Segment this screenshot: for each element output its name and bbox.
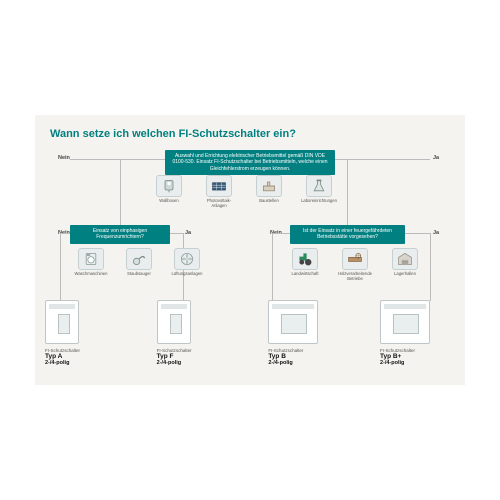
category-label: Lagerhallen	[394, 272, 416, 277]
connector	[272, 233, 273, 301]
connector	[70, 159, 165, 160]
category-label: Wallboxen	[159, 199, 178, 204]
vacuum-icon	[126, 248, 152, 270]
category-item: Wallboxen	[150, 175, 188, 208]
category-label: Staubsauger	[127, 272, 151, 277]
rccb-graphic	[157, 300, 191, 344]
leaf-poles: 2-/4-polig	[380, 360, 404, 366]
washer-icon	[78, 248, 104, 270]
decision-right: Ist der Einsatz in einer feuergefährdete…	[290, 225, 405, 244]
decision-root: Auswahl und Errichtung elektrischer Betr…	[165, 150, 335, 175]
wallbox-icon	[156, 175, 182, 197]
leaf-poles: 2-/4-polig	[157, 360, 181, 366]
category-label: Laboreinrichtungen	[301, 199, 337, 204]
edge-label: Nein	[58, 155, 70, 161]
warehouse-icon	[392, 248, 418, 270]
category-item: Lagerhallen	[386, 248, 424, 281]
tractor-icon	[292, 248, 318, 270]
icon-row-root: Wallboxen Photovoltaik-Anlagen Baustellen L…	[150, 175, 338, 208]
leaf-poles: 2-/4-polig	[45, 360, 69, 366]
decision-left: Einsatz von einphasigen Frequenzumrichte…	[70, 225, 170, 244]
category-item: Waschmaschinen	[72, 248, 110, 277]
leaf-type: Typ A	[45, 353, 62, 360]
icon-row-left: Waschmaschinen Staubsauger Lüftungsanlagen	[72, 248, 206, 277]
category-item: Holzverarbeitende Betriebe	[336, 248, 374, 281]
edge-label: Ja	[433, 230, 439, 236]
category-item: Landwirtschaft	[286, 248, 324, 281]
edge-label: Ja	[185, 230, 191, 236]
category-item: Lüftungsanlagen	[168, 248, 206, 277]
leaf-item: FI-SchutzschalterTyp A2-/4-polig	[45, 300, 120, 366]
connector	[272, 233, 290, 234]
leaf-item: FI-SchutzschalterTyp F2-/4-polig	[157, 300, 232, 366]
category-label: Landwirtschaft	[292, 272, 319, 277]
leaf-type: Typ B+	[380, 353, 401, 360]
leaf-item: FI-SchutzschalterTyp B+2-/4-polig	[380, 300, 455, 366]
connector	[347, 159, 348, 225]
fan-icon	[174, 248, 200, 270]
connector	[405, 233, 430, 234]
connector	[120, 159, 121, 225]
rccb-graphic	[380, 300, 430, 344]
edge-label: Ja	[433, 155, 439, 161]
leaf-item: FI-SchutzschalterTyp B2-/4-polig	[268, 300, 343, 366]
leaf-type: Typ B	[268, 353, 286, 360]
connector	[60, 233, 70, 234]
rccb-graphic	[45, 300, 79, 344]
construction-icon	[256, 175, 282, 197]
leaf-type: Typ F	[157, 353, 174, 360]
connector	[60, 233, 61, 301]
rccb-graphic	[268, 300, 318, 344]
category-item: Photovoltaik-Anlagen	[200, 175, 238, 208]
leaf-row: FI-SchutzschalterTyp A2-/4-polig FI-Schut…	[45, 300, 455, 366]
leaf-poles: 2-/4-polig	[268, 360, 292, 366]
category-label: Baustellen	[259, 199, 279, 204]
category-label: Photovoltaik-Anlagen	[200, 199, 238, 208]
connector	[335, 159, 430, 160]
connector	[430, 233, 431, 301]
category-item: Staubsauger	[120, 248, 158, 277]
category-item: Laboreinrichtungen	[300, 175, 338, 208]
category-label: Lüftungsanlagen	[172, 272, 203, 277]
category-label: Waschmaschinen	[75, 272, 108, 277]
category-item: Baustellen	[250, 175, 288, 208]
category-label: Holzverarbeitende Betriebe	[336, 272, 374, 281]
icon-row-right: Landwirtschaft Holzverarbeitende Betriebe…	[286, 248, 424, 281]
pv-icon	[206, 175, 232, 197]
canvas: Wann setze ich welchen FI-Schutzschalter…	[0, 0, 500, 500]
connector	[170, 233, 183, 234]
lab-icon	[306, 175, 332, 197]
wood-icon	[342, 248, 368, 270]
page-title: Wann setze ich welchen FI-Schutzschalter…	[50, 128, 296, 140]
